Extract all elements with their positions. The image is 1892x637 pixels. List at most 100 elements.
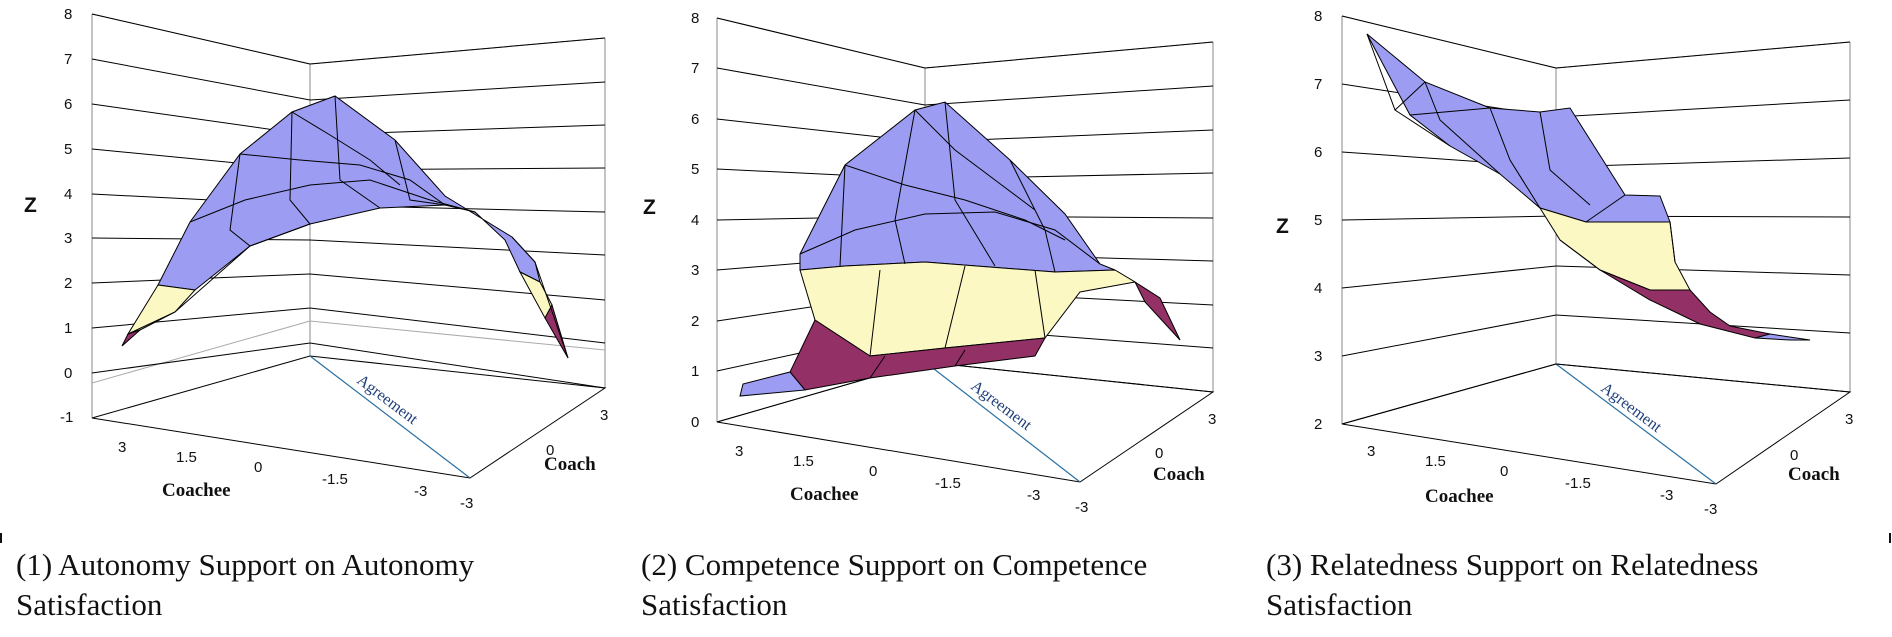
surface-panel-competence: 8 7 6 5 4 3 2 1 0 Z 3 1.5 0 -1.5 -3 Coac… — [625, 0, 1255, 637]
z-tick-label: 4 — [64, 186, 72, 203]
left-edge-mark — [0, 533, 2, 543]
z-tick-label: 2 — [691, 313, 699, 330]
z-gridline — [1341, 265, 1557, 289]
coach-axis-label: Coach — [1788, 464, 1840, 485]
z-tick-label: 5 — [1314, 212, 1322, 229]
surface-mesh — [799, 101, 1101, 379]
coachee-ticks: 3 1.5 0 -1.5 -3 — [1367, 443, 1673, 504]
surface-band-high — [1366, 33, 1671, 223]
coachee-tick-label: -3 — [414, 483, 427, 500]
coach-ticks: 3 0 -3 — [460, 407, 608, 512]
coachee-tick-label: -3 — [1027, 487, 1040, 504]
z-tick-label: 8 — [64, 6, 72, 23]
surface-mesh — [127, 95, 569, 359]
coachee-ticks: 3 1.5 0 -1.5 -3 — [118, 439, 427, 500]
coach-tick-label: -3 — [1704, 501, 1717, 518]
z-gridline — [91, 342, 311, 374]
z-tick-label: 8 — [691, 10, 699, 27]
coach-axis-label: Coach — [544, 454, 596, 475]
z-gridline — [1341, 215, 1557, 221]
coachee-ticks: 3 1.5 0 -1.5 -3 — [735, 443, 1040, 504]
surface-chart-relatedness: 8 7 6 5 4 3 2 Z 3 1.5 0 -1.5 -3 Coachee … — [1276, 8, 1853, 518]
z-axis-ticks: 8 7 6 5 4 3 2 1 0 — [691, 10, 699, 431]
panel-caption: (1) Autonomy Support on Autonomy Satisfa… — [16, 547, 475, 622]
z-gridline — [91, 307, 311, 329]
surface — [1366, 33, 1811, 341]
surface-band-low-right — [544, 303, 569, 359]
agreement-label: Agreement — [968, 378, 1035, 435]
coach-tick-label: 0 — [1790, 447, 1798, 464]
coachee-tick-label: 1.5 — [176, 449, 197, 466]
z-tick-label: 3 — [64, 230, 72, 247]
z-tick-label: 2 — [1314, 416, 1322, 433]
coach-axis-label: Coach — [1153, 464, 1205, 485]
z-tick-label: 1 — [691, 363, 699, 380]
z-tick-label: 5 — [691, 161, 699, 178]
z-gridline — [1341, 314, 1557, 357]
z-tick-label: 5 — [64, 141, 72, 158]
coachee-tick-label: 1.5 — [1425, 453, 1446, 470]
coachee-tick-label: -1.5 — [1565, 475, 1591, 492]
floor — [1341, 363, 1852, 485]
z-gridline — [716, 67, 926, 106]
z-tick-label: 6 — [64, 96, 72, 113]
coach-ticks: 3 0 -3 — [1704, 411, 1853, 518]
coachee-tick-label: 3 — [735, 443, 743, 460]
z-axis-label: Z — [643, 196, 656, 219]
surface-panel-autonomy: 8 7 6 5 4 3 2 1 0 -1 Z 3 1.5 0 -1.5 -3 C… — [0, 0, 630, 637]
surface-band-mid — [126, 284, 197, 335]
z-tick-label: 7 — [1314, 76, 1322, 93]
z-tick-label: 7 — [64, 51, 72, 68]
z-axis-label: Z — [24, 194, 37, 217]
z-tick-label: 7 — [691, 60, 699, 77]
surface-band-tip — [1754, 333, 1811, 341]
z-tick-label: 3 — [1314, 348, 1322, 365]
z-gridline — [716, 17, 926, 69]
surface-panel-relatedness: 8 7 6 5 4 3 2 Z 3 1.5 0 -1.5 -3 Coachee … — [1250, 0, 1880, 637]
z-tick-label: 4 — [691, 212, 699, 229]
z-tick-label: 0 — [691, 414, 699, 431]
z-tick-label: 1 — [64, 320, 72, 337]
z-tick-label: 3 — [691, 262, 699, 279]
floor-back-gridlines — [91, 320, 606, 384]
z-gridline — [1341, 15, 1557, 69]
coach-tick-label: 0 — [1155, 445, 1163, 462]
surface-chart-autonomy: 8 7 6 5 4 3 2 1 0 -1 Z 3 1.5 0 -1.5 -3 C… — [24, 6, 608, 512]
coachee-tick-label: -1.5 — [935, 475, 961, 492]
agreement-label: Agreement — [354, 372, 421, 429]
coachee-axis-label: Coachee — [1425, 486, 1494, 507]
agreement-label: Agreement — [1598, 380, 1665, 437]
z-tick-label: 6 — [691, 111, 699, 128]
z-gridline — [91, 13, 311, 65]
surface-band-high-left — [739, 371, 806, 397]
coachee-axis-label: Coachee — [162, 480, 231, 501]
coach-tick-label: -3 — [460, 495, 473, 512]
surface-mesh — [1366, 33, 1676, 271]
coach-tick-label: 3 — [1845, 411, 1853, 428]
z-axis-ticks: 8 7 6 5 4 3 2 1 0 -1 — [60, 6, 73, 426]
coachee-tick-label: -3 — [1660, 487, 1673, 504]
z-tick-label: 0 — [64, 365, 72, 382]
floor — [91, 320, 607, 479]
coach-tick-label: 3 — [1208, 411, 1216, 428]
surface — [121, 95, 569, 359]
surface — [739, 101, 1181, 397]
coachee-tick-label: 3 — [118, 439, 126, 456]
z-axis-ticks: 8 7 6 5 4 3 2 — [1314, 8, 1322, 433]
z-tick-label: 4 — [1314, 280, 1322, 297]
z-gridline — [91, 58, 311, 101]
z-tick-label: 6 — [1314, 144, 1322, 161]
coach-tick-label: 0 — [546, 442, 554, 459]
coachee-axis-label: Coachee — [790, 484, 859, 505]
surface-band-high — [157, 95, 541, 291]
z-gridlines — [716, 17, 1214, 423]
coachee-tick-label: 0 — [1500, 463, 1508, 480]
panel-frame — [91, 13, 606, 418]
coachee-tick-label: 1.5 — [793, 453, 814, 470]
surface-band-low — [121, 329, 141, 347]
z-gridline — [1341, 363, 1557, 425]
surface-band-low — [1599, 269, 1771, 339]
coach-tick-label: -3 — [1075, 499, 1088, 516]
right-edge-mark — [1889, 533, 1891, 543]
coachee-tick-label: 0 — [254, 459, 262, 476]
